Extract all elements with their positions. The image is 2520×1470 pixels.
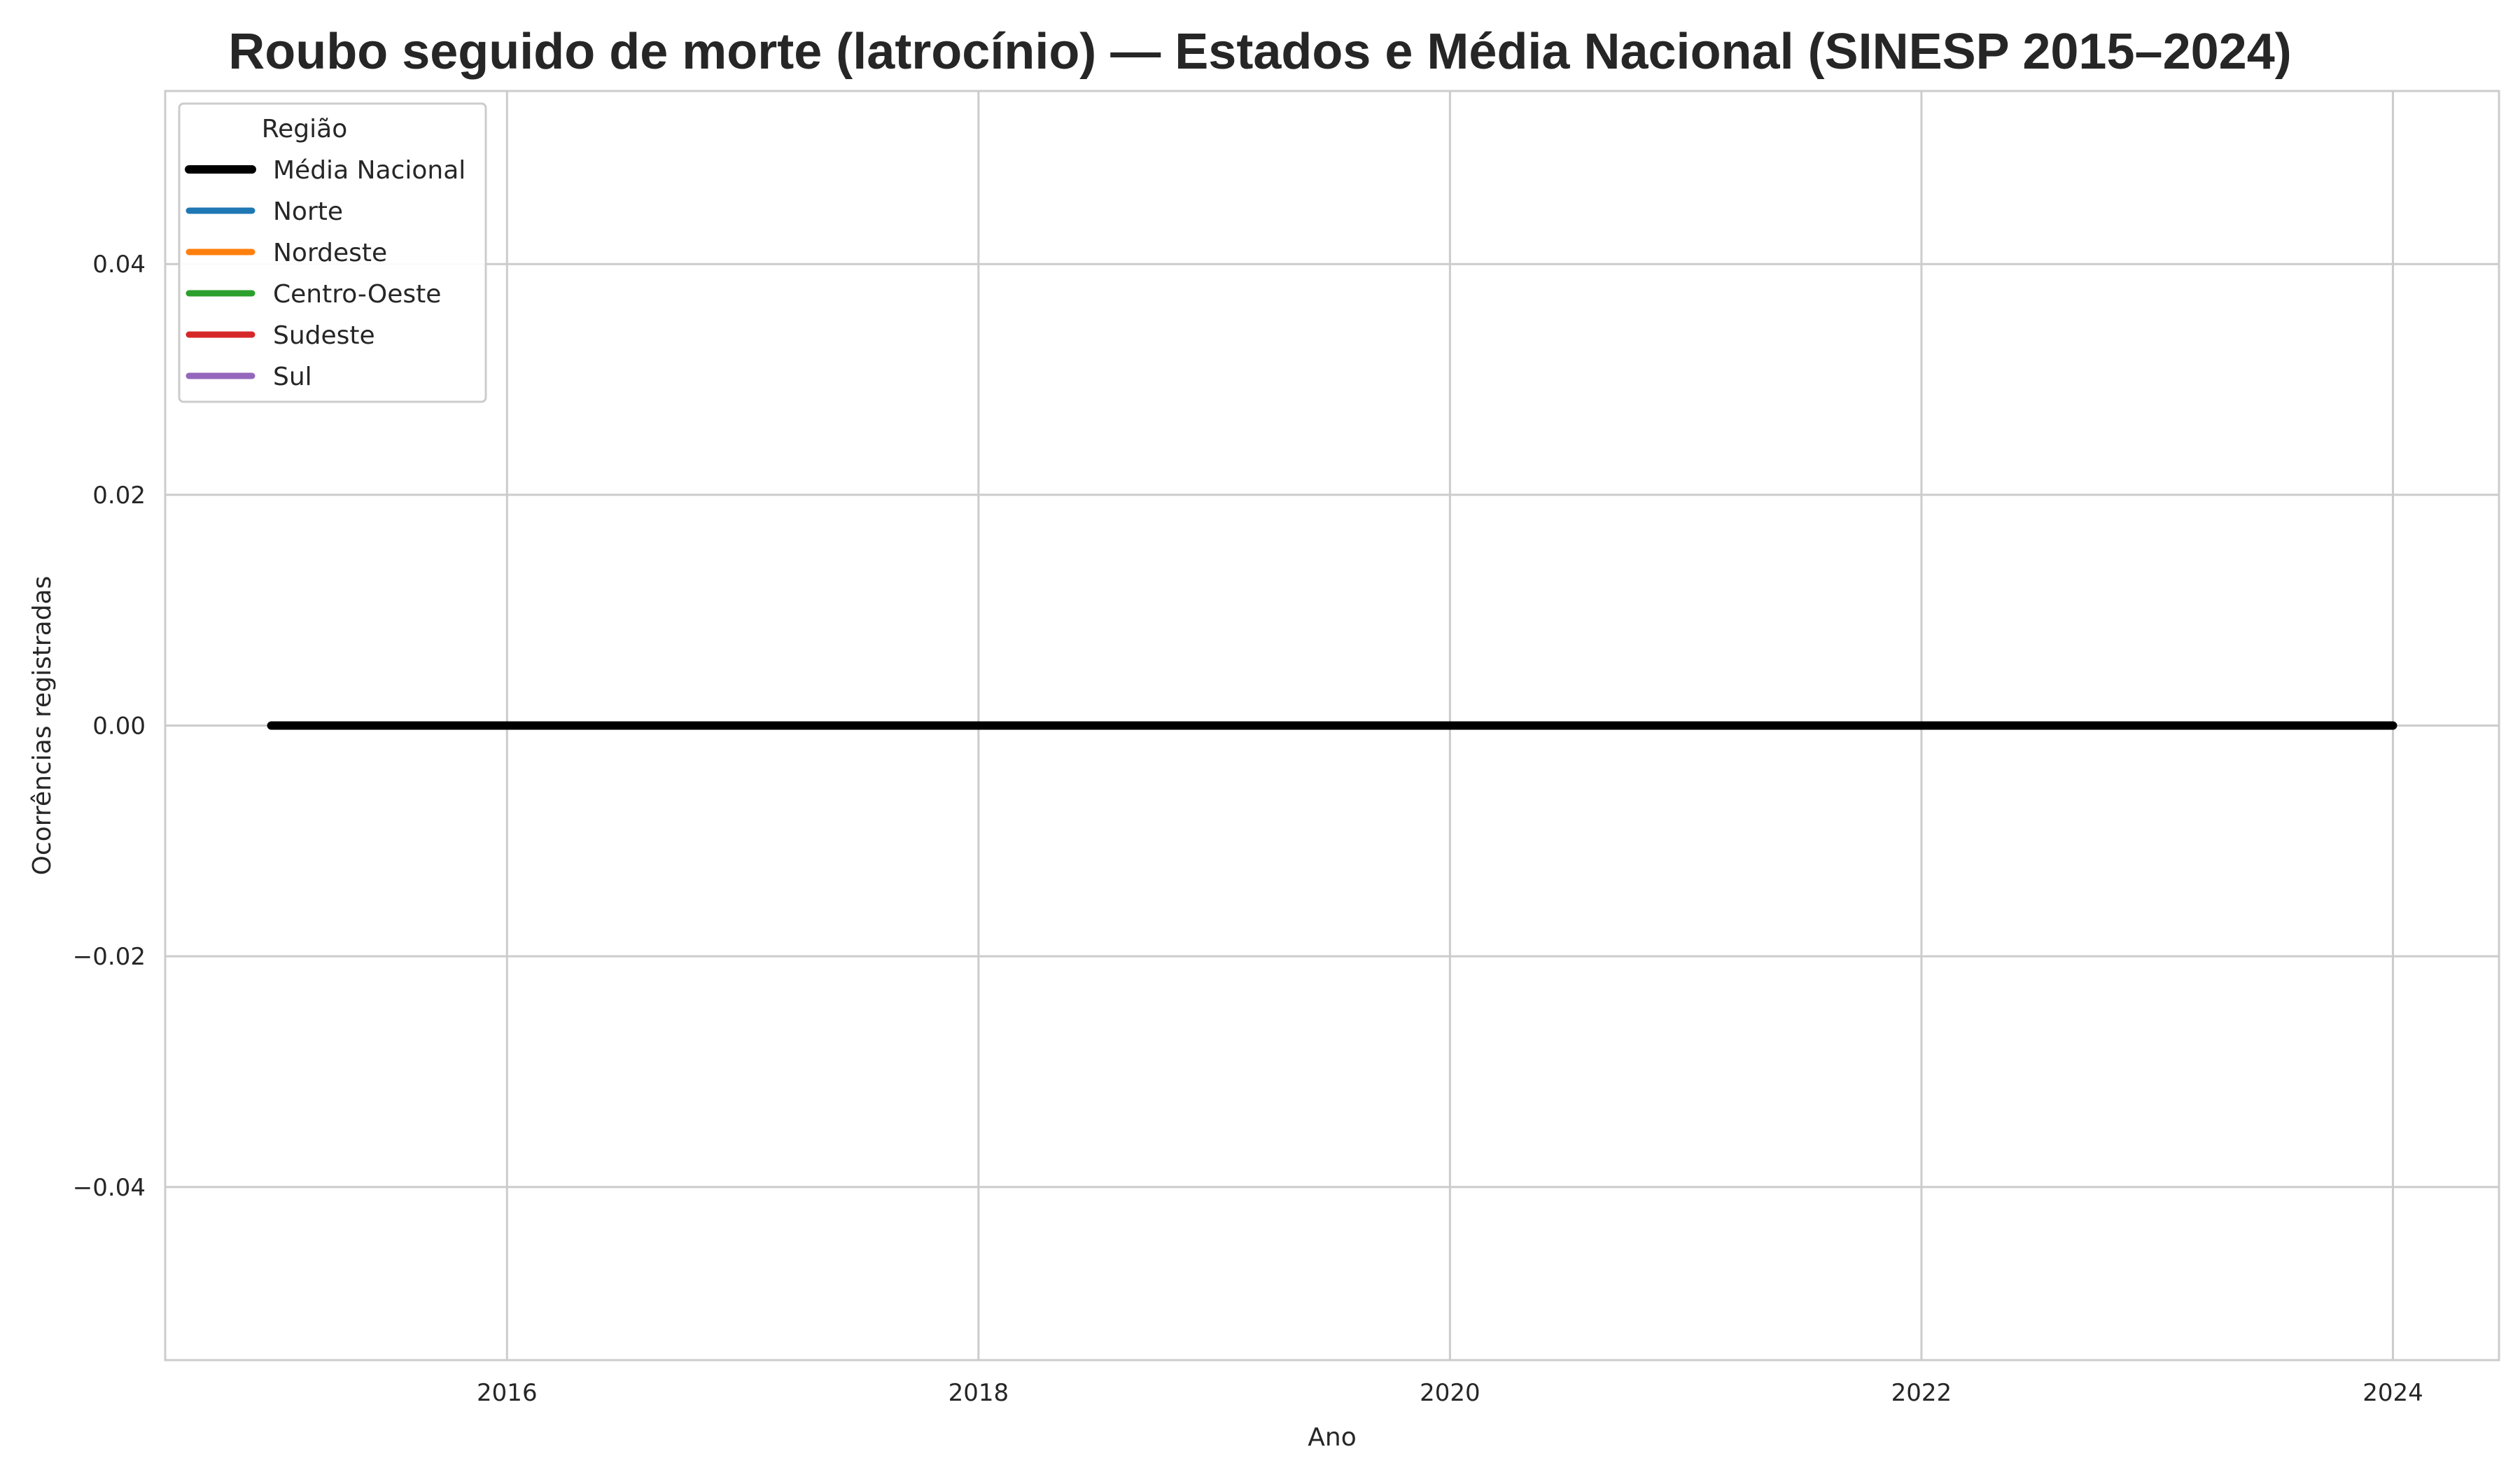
legend-label: Nordeste <box>273 239 387 267</box>
legend-label: Sudeste <box>273 321 375 350</box>
legend-label: Média Nacional <box>273 156 465 185</box>
x-axis-label: Ano <box>1308 1423 1356 1452</box>
y-tick-label: 0.04 <box>92 251 146 279</box>
legend-item: Nordeste <box>186 239 387 267</box>
legend-label: Centro-Oeste <box>273 280 441 309</box>
y-axis-label: Ocorrências registradas <box>28 576 57 876</box>
x-tick-label: 2018 <box>948 1379 1009 1407</box>
x-tick-label: 2016 <box>477 1379 538 1407</box>
legend-entries: Média Nacional Norte Nordeste Centro-Oeste S… <box>185 156 465 391</box>
x-tick-label: 2022 <box>1891 1379 1952 1407</box>
plot-area-frame <box>164 90 2500 1362</box>
legend-item: Sudeste <box>186 321 375 350</box>
x-tick-label: 2024 <box>2362 1379 2423 1407</box>
legend-label: Sul <box>273 363 312 391</box>
legend-title: Região <box>262 115 347 144</box>
legend-item: Sul <box>186 363 312 391</box>
legend-label: Norte <box>273 197 343 226</box>
legend: Região Média Nacional Norte Nordeste Centro… <box>178 102 487 403</box>
y-tick-label: 0.02 <box>92 482 146 510</box>
legend-box <box>178 102 487 403</box>
y-tick-label: −0.02 <box>73 943 146 971</box>
y-tick-label: 0.00 <box>92 713 146 741</box>
y-tick-label: −0.04 <box>73 1174 146 1202</box>
legend-item: Centro-Oeste <box>186 280 441 309</box>
x-tick-label: 2020 <box>1420 1379 1480 1407</box>
legend-item: Média Nacional <box>185 156 465 185</box>
tick-labels: 2016 2018 2020 2022 2024 −0.04 −0.02 0.00 0.02 0.… <box>73 251 2423 1407</box>
chart-title: Roubo seguido de morte (latrocínio) — Es… <box>228 24 2291 80</box>
legend-item: Norte <box>186 197 343 226</box>
